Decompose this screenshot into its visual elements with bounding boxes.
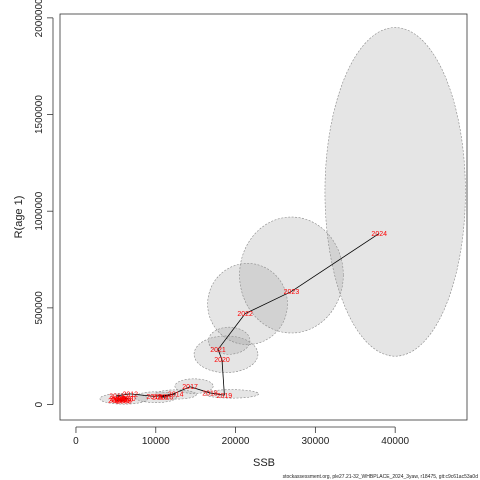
year-label-2014: 2014 bbox=[168, 391, 184, 398]
year-label-2015: 2015 bbox=[152, 394, 168, 401]
footnote: stockassessment.org, ple27.21-32_WHBPLAC… bbox=[283, 474, 479, 480]
trajectory-segment bbox=[221, 359, 225, 396]
year-label-2007: 2007 bbox=[108, 398, 124, 405]
year-label-2017: 2017 bbox=[182, 384, 198, 391]
x-tick-label: 10000 bbox=[142, 436, 170, 447]
year-label-2004: 2004 bbox=[110, 396, 126, 403]
x-tick-label: 40000 bbox=[381, 436, 409, 447]
year-label-2018: 2018 bbox=[202, 390, 218, 397]
trajectory-segment bbox=[291, 233, 380, 292]
trajectory-segment bbox=[116, 395, 128, 400]
trajectory-segment bbox=[116, 393, 131, 397]
y-axis-title: R(age 1) bbox=[13, 196, 25, 239]
confidence-ellipse bbox=[208, 326, 251, 355]
trajectory-segment bbox=[165, 386, 191, 398]
confidence-ellipse bbox=[134, 391, 177, 403]
trajectory-segment bbox=[217, 313, 246, 350]
year-labels: 2003200420052006200720082009201020112012… bbox=[108, 231, 387, 406]
trajectory-segment bbox=[159, 393, 176, 398]
year-label-2003: 2003 bbox=[112, 397, 128, 404]
year-label-2016: 2016 bbox=[158, 395, 174, 402]
year-label-2009: 2009 bbox=[111, 397, 127, 404]
x-tick-label: 20000 bbox=[222, 436, 250, 447]
y-axis: 0 500000 1000000 1500000 2000000 bbox=[34, 0, 54, 407]
year-label-2022: 2022 bbox=[237, 311, 253, 318]
y-tick-label: 500000 bbox=[34, 291, 45, 325]
trajectory-segment bbox=[119, 398, 128, 400]
x-tick-label: 0 bbox=[73, 436, 79, 447]
x-tick-label: 30000 bbox=[301, 436, 329, 447]
year-label-2023: 2023 bbox=[284, 289, 300, 296]
trajectory-segment bbox=[130, 393, 155, 397]
year-label-2006: 2006 bbox=[118, 397, 134, 404]
trajectory-lines bbox=[115, 233, 380, 402]
confidence-ellipse bbox=[324, 27, 466, 357]
trajectory-segment bbox=[217, 349, 223, 360]
y-tick-label: 1500000 bbox=[34, 95, 45, 134]
year-label-2019: 2019 bbox=[217, 393, 233, 400]
year-label-2020: 2020 bbox=[214, 357, 230, 364]
x-axis: 0 10000 20000 30000 40000 bbox=[73, 426, 410, 447]
trajectory-segment bbox=[244, 291, 292, 315]
plot-frame bbox=[59, 13, 468, 421]
confidence-ellipse bbox=[193, 335, 259, 373]
year-label-2021: 2021 bbox=[210, 347, 226, 354]
y-tick-label: 2000000 bbox=[34, 0, 45, 37]
year-label-2012: 2012 bbox=[122, 391, 138, 398]
year-label-2024: 2024 bbox=[371, 231, 387, 238]
confidence-ellipse bbox=[207, 263, 288, 345]
confidence-ellipses bbox=[99, 27, 466, 405]
y-tick-label: 0 bbox=[34, 401, 45, 407]
confidence-ellipse bbox=[204, 389, 260, 399]
year-label-2013: 2013 bbox=[146, 394, 162, 401]
year-label-2008: 2008 bbox=[116, 399, 132, 406]
year-label-2011: 2011 bbox=[109, 393, 124, 400]
trajectory-segment bbox=[189, 386, 211, 394]
year-label-2010: 2010 bbox=[120, 396, 136, 403]
y-tick-label: 1000000 bbox=[34, 191, 45, 230]
year-label-2005: 2005 bbox=[114, 398, 130, 405]
trajectory-segment bbox=[209, 392, 225, 396]
x-axis-title: SSB bbox=[253, 457, 275, 469]
confidence-ellipse bbox=[174, 378, 214, 394]
